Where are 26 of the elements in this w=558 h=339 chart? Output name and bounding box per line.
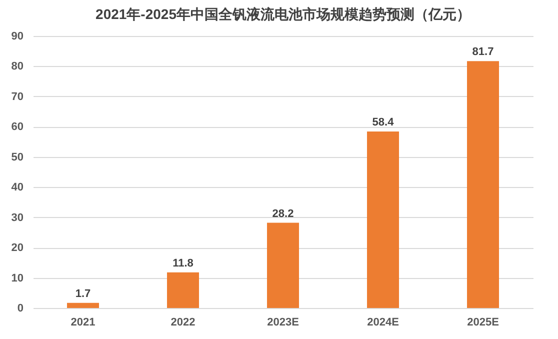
x-tick-label: 2023E [267, 316, 299, 328]
data-label: 28.2 [272, 208, 294, 220]
x-tick-label: 2021 [70, 316, 96, 328]
y-tick-label: 0 [17, 302, 24, 314]
bar [367, 132, 399, 308]
y-tick-label: 40 [11, 182, 24, 194]
bar [67, 302, 99, 308]
data-label: 1.7 [75, 288, 91, 300]
x-tick-label: 2022 [170, 316, 196, 328]
bar [267, 222, 299, 308]
y-tick-label: 70 [11, 90, 24, 103]
data-label: 81.7 [472, 46, 494, 58]
y-tick-label: 10 [11, 272, 24, 284]
data-label: 58.4 [372, 116, 395, 128]
chart-title: 2021年-2025年中国全钒液流电池市场规模趋势预测（亿元） [96, 6, 470, 22]
x-tick-label: 2024E [367, 316, 399, 328]
y-tick-label: 50 [11, 151, 24, 164]
y-tick-label: 60 [11, 121, 24, 134]
y-tick-label: 20 [11, 242, 24, 254]
bar [167, 272, 199, 308]
bar [467, 61, 499, 308]
data-label: 11.8 [172, 257, 194, 270]
y-tick-label: 80 [11, 60, 24, 73]
x-tick-label: 2025E [467, 316, 499, 328]
y-tick-label: 90 [11, 30, 24, 42]
y-tick-label: 30 [11, 212, 24, 224]
